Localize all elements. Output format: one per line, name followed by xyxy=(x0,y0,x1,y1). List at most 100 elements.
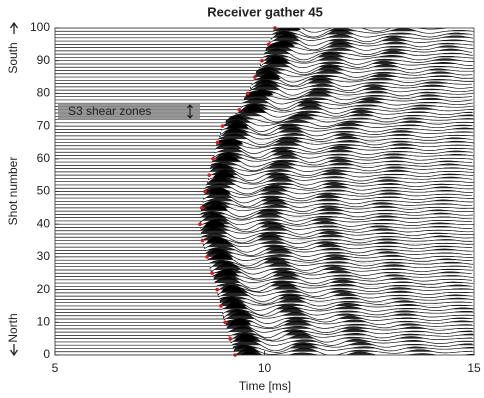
trace xyxy=(55,224,474,235)
trace xyxy=(55,298,473,311)
pick xyxy=(215,140,220,145)
trace xyxy=(55,78,472,88)
trace xyxy=(55,70,473,83)
trace-fill xyxy=(226,321,474,326)
trace xyxy=(55,209,474,220)
trace-fill xyxy=(203,237,474,244)
trace xyxy=(55,112,473,123)
trace xyxy=(55,333,473,343)
pick xyxy=(228,336,232,341)
trace xyxy=(55,92,473,105)
trace xyxy=(55,177,473,190)
trace-fill xyxy=(206,178,474,185)
trace xyxy=(55,248,473,257)
trace-fill xyxy=(264,48,474,55)
trace-fill xyxy=(242,98,474,104)
trace xyxy=(55,284,474,294)
trace xyxy=(55,183,474,195)
trace xyxy=(55,43,473,55)
trace xyxy=(55,114,474,124)
trace-fill xyxy=(200,214,474,221)
trace xyxy=(55,147,473,159)
y-tick-label: 20 xyxy=(37,282,51,296)
arrival-wavelet xyxy=(211,252,234,259)
arrival-wavelet xyxy=(241,351,259,355)
y-tick-label: 90 xyxy=(37,53,51,67)
trace xyxy=(55,56,473,69)
trace xyxy=(55,222,473,233)
trace-fill xyxy=(272,29,474,35)
trace xyxy=(55,218,474,231)
pick xyxy=(223,320,227,325)
arrival-wavelet xyxy=(224,301,247,308)
trace xyxy=(55,141,474,154)
x-tick-label: 10 xyxy=(258,361,272,375)
arrival-wavelet xyxy=(258,73,281,80)
trace xyxy=(55,173,473,184)
trace-fill xyxy=(273,28,474,32)
trace-fill xyxy=(232,340,474,346)
pick xyxy=(245,91,250,96)
trace-fill xyxy=(249,84,474,91)
trace xyxy=(55,48,473,61)
y-tick-label: 30 xyxy=(37,249,51,263)
arrival-wavelet xyxy=(209,187,232,194)
pick xyxy=(215,287,219,292)
trace xyxy=(55,348,474,355)
trace-fill xyxy=(212,269,474,274)
pick xyxy=(205,255,209,259)
trace xyxy=(55,318,474,329)
trace xyxy=(55,191,474,204)
trace xyxy=(55,161,474,172)
trace-fill xyxy=(263,52,474,58)
annotation-arrow xyxy=(187,104,193,119)
south-label: South xyxy=(6,42,20,73)
arrival-wavelet xyxy=(216,269,239,276)
pick xyxy=(200,238,205,243)
trace xyxy=(55,163,473,172)
north-label: North xyxy=(6,313,20,342)
y-tick-label: 40 xyxy=(37,216,51,230)
trace xyxy=(55,340,473,352)
trace xyxy=(55,29,473,39)
trace xyxy=(55,344,473,355)
trace-fill xyxy=(275,21,474,28)
trace xyxy=(55,271,474,281)
trace-fill xyxy=(211,161,474,166)
trace xyxy=(55,42,474,52)
pick xyxy=(260,58,264,63)
trace xyxy=(55,83,474,96)
trace-fill xyxy=(210,261,474,267)
trace xyxy=(55,152,474,163)
arrival-wavelet xyxy=(213,171,236,178)
trace xyxy=(55,309,474,320)
trace-fill xyxy=(256,67,474,74)
arrival-wavelet xyxy=(205,203,228,210)
trace-fill xyxy=(250,80,474,87)
trace-fill xyxy=(271,31,474,38)
trace xyxy=(55,249,474,261)
arrival-wavelet xyxy=(203,220,226,227)
trace xyxy=(55,240,473,253)
arrival-wavelet xyxy=(265,56,288,63)
trace-fill xyxy=(204,188,474,195)
trace xyxy=(55,326,473,339)
pick xyxy=(219,304,223,308)
pick xyxy=(211,157,215,161)
annotation-text: S3 shear zones xyxy=(68,104,151,118)
axes-box xyxy=(54,27,475,356)
trace xyxy=(55,294,474,305)
trace-fill xyxy=(204,241,474,248)
pick xyxy=(253,75,257,79)
trace-fill xyxy=(216,139,474,146)
trace xyxy=(55,103,474,114)
trace xyxy=(55,307,473,317)
arrival-wavelet xyxy=(278,28,301,30)
trace-fill xyxy=(215,277,474,284)
trace xyxy=(55,124,474,135)
trace-fill xyxy=(207,176,474,182)
pick xyxy=(203,189,207,194)
trace xyxy=(55,343,474,353)
x-axis-label: Time [ms] xyxy=(239,379,291,393)
trace xyxy=(55,213,473,226)
